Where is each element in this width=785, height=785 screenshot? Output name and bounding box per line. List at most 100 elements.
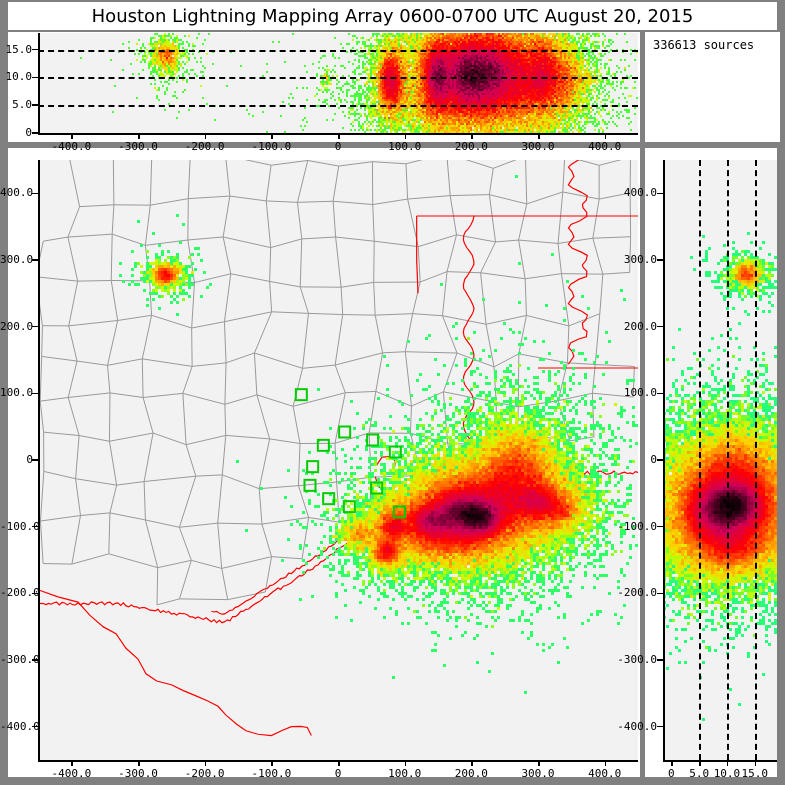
xtick-label: 0 [334,767,342,780]
alt-vs-east-canvas [38,33,638,133]
ytick-label: -400.0 [0,719,40,733]
ytick-label: 300.0 [0,253,34,266]
gridline-dashed [38,77,638,80]
ytick-label: -400.0 [617,719,657,733]
ytick [657,659,664,661]
xtick-label: -400.0 [51,767,92,780]
ytick-label: 0 [650,453,657,466]
ytick-label: 100.0 [623,386,657,400]
xtick-label: 400.0 [588,140,622,153]
xtick-label: 300.0 [521,767,555,780]
ytick [32,132,39,134]
xtick-label: 0 [668,767,675,780]
gridline-dashed [754,160,757,760]
xtick [538,133,540,139]
page-title: Houston Lightning Mapping Array 0600-070… [91,6,694,27]
ytick [657,725,664,728]
ytick [32,525,39,528]
ytick [32,259,39,261]
xtick-label: 10.0 [713,767,741,780]
alt-vs-north-canvas [663,160,777,760]
ytick-label: -300.0 [0,653,40,666]
xtick [71,133,73,139]
ytick-label: -100.0 [617,519,657,533]
xtick [338,760,340,766]
ytick [32,48,39,51]
xtick [604,133,607,139]
ytick [32,76,39,79]
ytick [657,592,664,595]
ytick-label: 400.0 [0,186,34,200]
xtick [699,760,701,766]
plan-view-plot [38,160,638,760]
xtick-label: -200.0 [184,767,225,780]
xtick [471,133,473,139]
ytick [657,325,664,328]
xtick [604,760,607,766]
xtick [138,133,140,139]
xtick [204,760,207,766]
xtick-label: 15.0 [741,767,769,780]
xtick-label: 100.0 [388,767,422,780]
ytick [32,392,39,395]
xtick [471,760,473,766]
ytick [32,725,39,728]
ytick-label: 0 [26,453,33,466]
station-markers-canvas [38,160,638,760]
xtick [754,760,757,766]
title-bar: Houston Lightning Mapping Array 0600-070… [8,2,777,30]
ytick-label: -100.0 [0,519,40,533]
ytick [657,259,664,261]
ytick [32,104,39,106]
gridline-dashed [38,105,638,108]
ytick-label: 100.0 [0,386,34,400]
ytick [32,325,39,328]
ytick-label: -200.0 [0,586,40,600]
xtick [726,760,729,766]
ytick [657,392,664,395]
ytick-label: 15.0 [5,42,33,56]
xtick-label: -100.0 [251,140,292,153]
xtick [271,133,273,139]
ytick-label: 400.0 [623,186,657,200]
sources-count-label: 336613 sources [653,38,755,52]
xtick [271,760,273,766]
gridline-dashed [699,160,702,760]
ytick-label: 10.0 [5,70,33,84]
gridline-dashed [38,49,638,52]
xtick-label: 200.0 [454,767,488,780]
xtick-label: -400.0 [51,140,92,153]
ytick [32,592,39,595]
axis-x-line [663,760,777,762]
xtick-label: 200.0 [454,140,488,153]
xtick [404,760,407,766]
ytick [657,459,664,461]
xtick [138,760,140,766]
ytick-label: -300.0 [617,653,657,666]
xtick-label: 0 [334,140,342,153]
xtick-label: 5.0 [689,767,710,780]
ytick-label: 200.0 [623,319,657,333]
ytick [657,525,664,528]
ytick [32,192,39,195]
xtick [404,133,407,139]
xtick-label: -200.0 [184,140,225,153]
xtick [538,760,540,766]
sources-info-panel: 336613 sources [645,32,780,142]
axis-y-line [38,33,40,133]
ytick-label: 200.0 [0,319,34,333]
xtick-label: 300.0 [521,140,555,153]
xtick-label: -100.0 [251,767,292,780]
xtick-label: -300.0 [118,140,158,153]
xtick [71,760,73,766]
xtick [671,760,673,766]
ytick-label: 300.0 [623,253,657,266]
alt-vs-east-plot [38,33,638,133]
ytick-label: -200.0 [617,586,657,600]
gridline-dashed [726,160,729,760]
xtick-label: 400.0 [588,767,622,780]
xtick [338,133,340,139]
xtick-label: -300.0 [118,767,158,780]
xtick-label: 100.0 [388,140,422,153]
